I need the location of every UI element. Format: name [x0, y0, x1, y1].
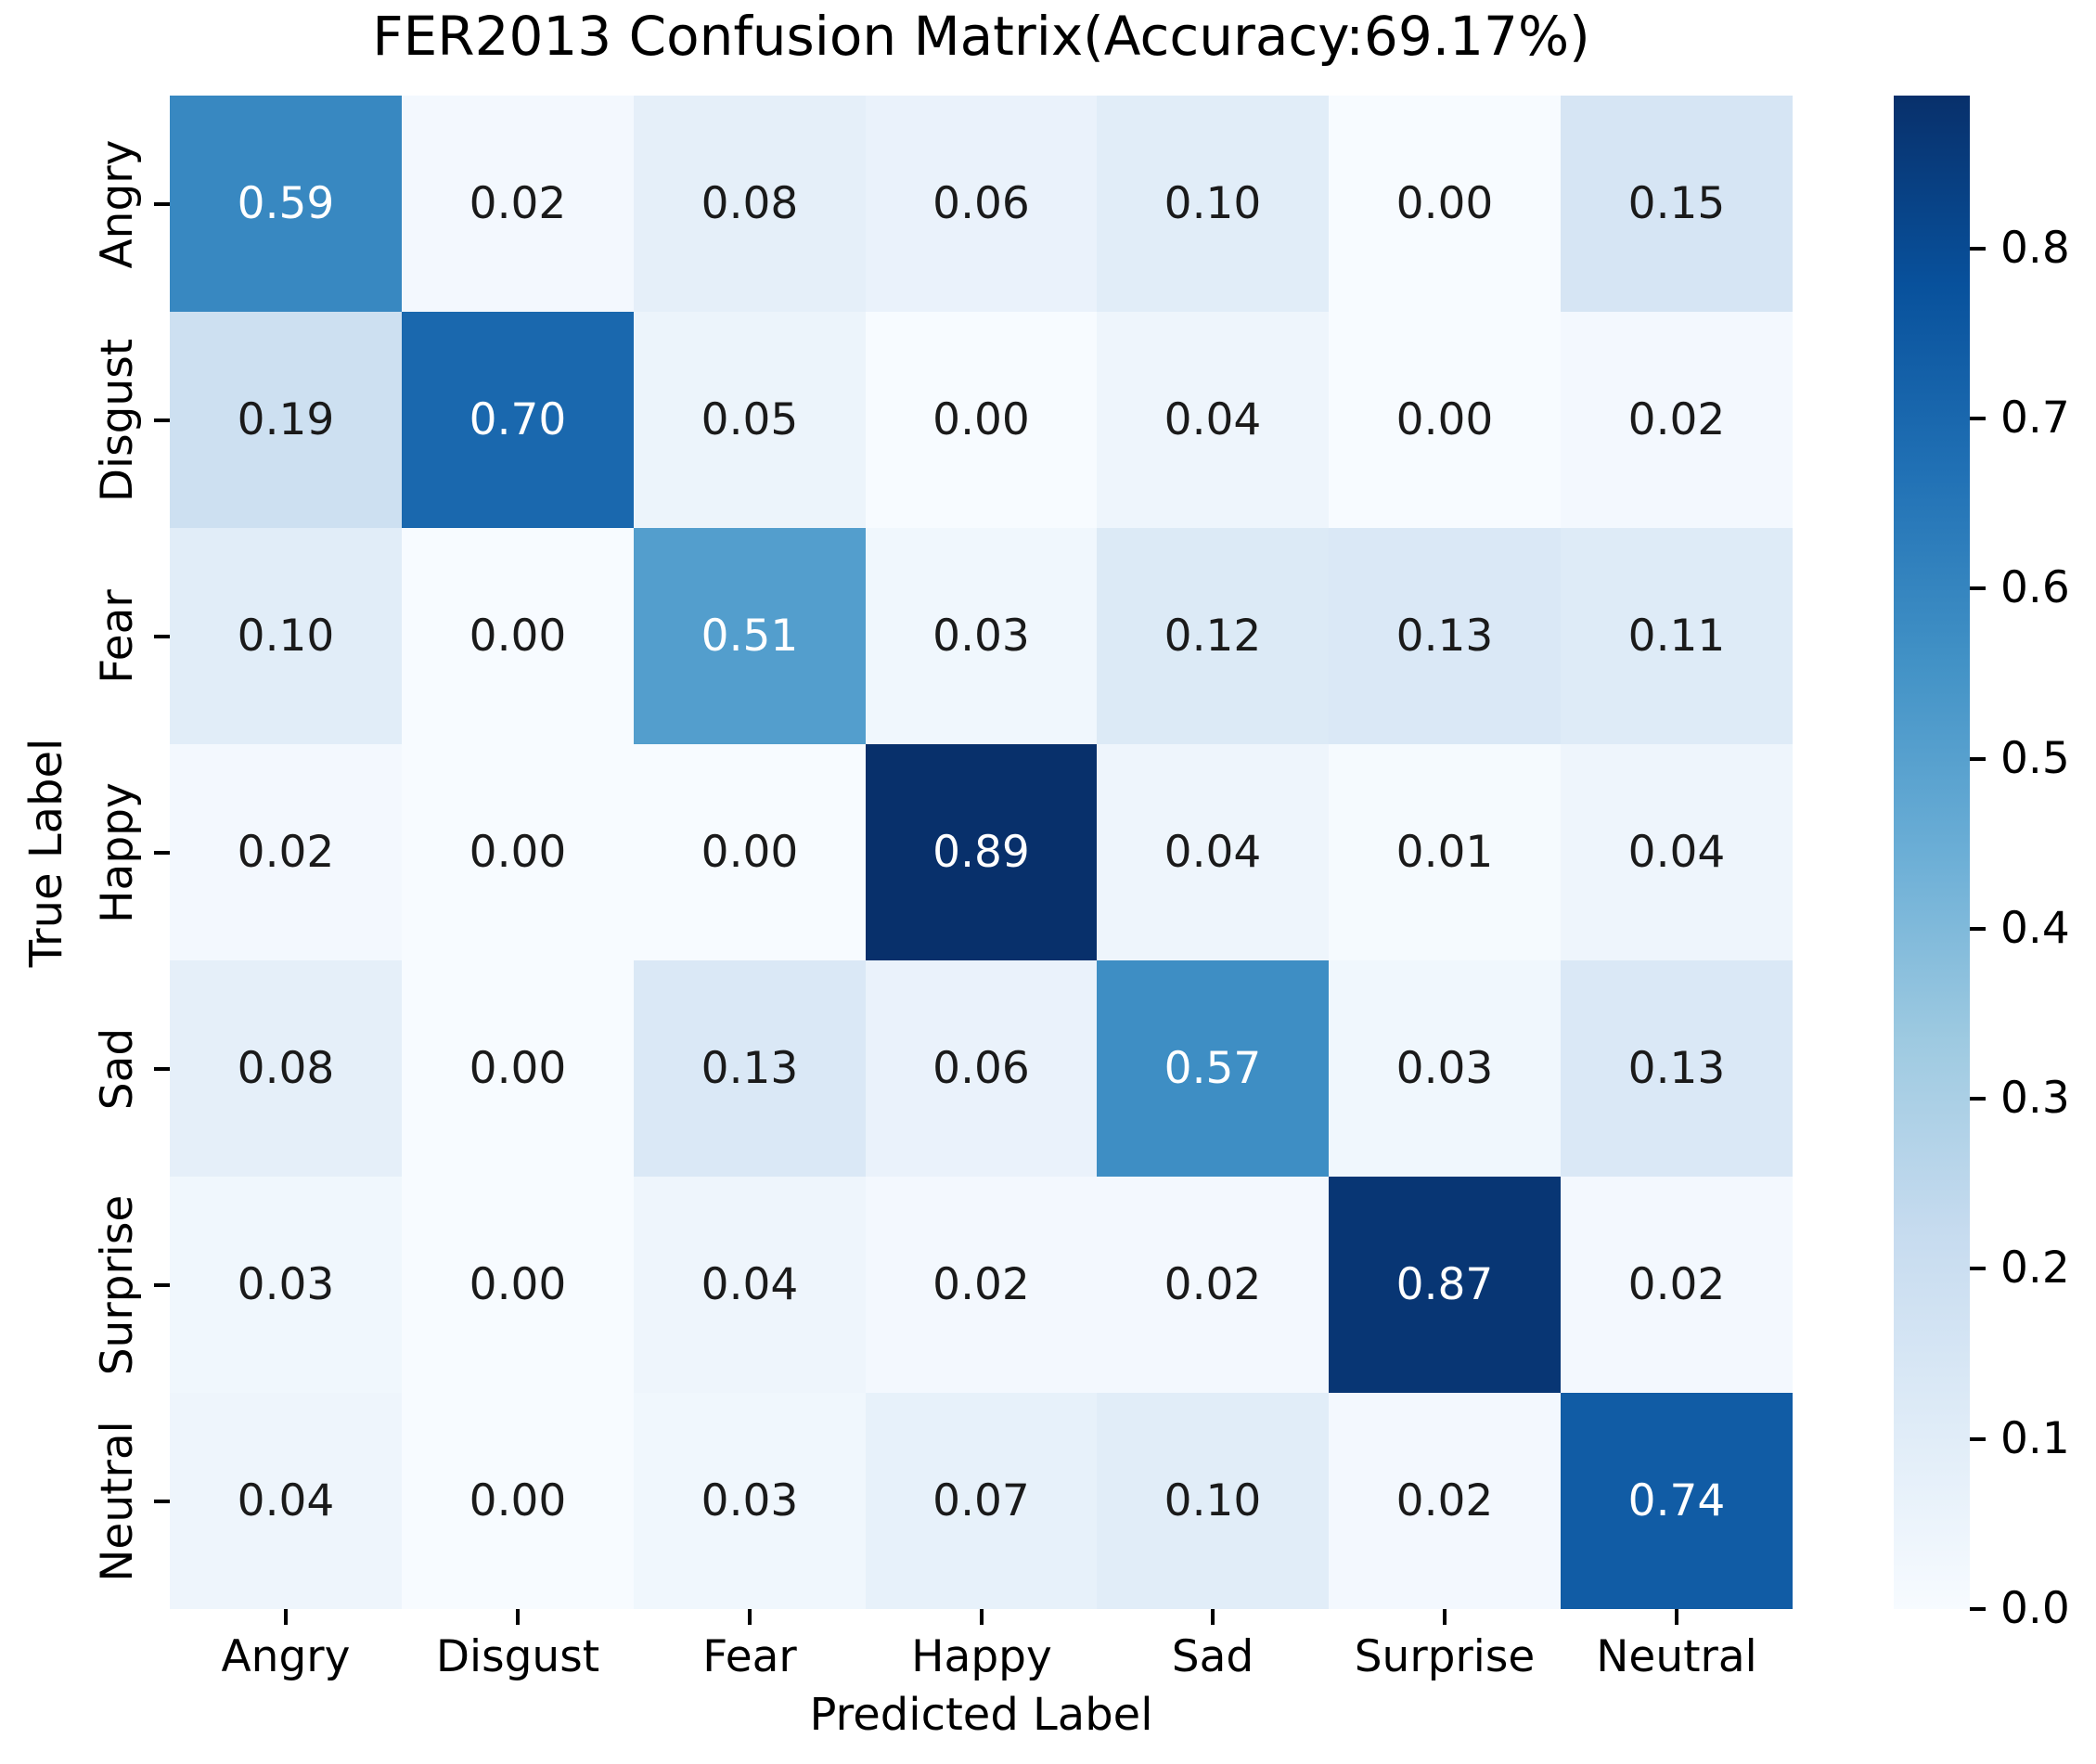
heatmap-cell: 0.00 [1329, 96, 1561, 312]
x-tick-mark [284, 1609, 288, 1625]
x-tick-mark [1675, 1609, 1678, 1625]
heatmap-cell: 0.04 [634, 1177, 866, 1393]
heatmap-cell: 0.06 [866, 96, 1097, 312]
x-tick-mark [980, 1609, 984, 1625]
heatmap-cell: 0.00 [402, 960, 634, 1177]
colorbar-tick-mark [1970, 417, 1986, 420]
heatmap-cell: 0.00 [402, 1177, 634, 1393]
heatmap-cell: 0.00 [402, 1393, 634, 1609]
heatmap-cell: 0.70 [402, 312, 634, 528]
colorbar-tick-mark [1970, 1437, 1986, 1441]
heatmap-cell: 0.04 [1097, 312, 1329, 528]
heatmap-cell: 0.00 [402, 744, 634, 960]
heatmap-cell: 0.03 [866, 528, 1097, 744]
colorbar-tick-mark [1970, 1607, 1986, 1611]
heatmap-cell: 0.13 [1329, 528, 1561, 744]
heatmap-cell: 0.03 [170, 1177, 402, 1393]
heatmap-cell: 0.13 [1561, 960, 1793, 1177]
heatmap-cell: 0.03 [1329, 960, 1561, 1177]
colorbar-tick-label: 0.8 [2000, 223, 2070, 274]
heatmap-cell: 0.00 [1329, 312, 1561, 528]
y-axis-title-text: True Label [20, 738, 72, 968]
heatmap-cell: 0.00 [402, 528, 634, 744]
x-tick-mark [1211, 1609, 1215, 1625]
colorbar-tick-mark [1970, 927, 1986, 931]
heatmap-grid: 0.59 0.02 0.08 0.06 0.10 0.00 0.15 0.19 0.70 0.05… [170, 96, 1793, 1609]
heatmap-cell: 0.10 [1097, 1393, 1329, 1609]
x-tick-mark [516, 1609, 520, 1625]
y-tick-mark [154, 1067, 170, 1071]
y-tick-mark [154, 418, 170, 422]
y-tick-mark [154, 1283, 170, 1287]
colorbar-tick-mark [1970, 1267, 1986, 1270]
colorbar-tick-label: 0.7 [2000, 393, 2070, 444]
heatmap-cell: 0.89 [866, 744, 1097, 960]
x-tick-label: Happy [911, 1631, 1052, 1682]
y-tick-mark [154, 851, 170, 855]
heatmap-cell: 0.57 [1097, 960, 1329, 1177]
y-tick-label: Neutral [91, 1421, 143, 1582]
heatmap-cell: 0.87 [1329, 1177, 1561, 1393]
x-tick-mark [1443, 1609, 1447, 1625]
heatmap-cell: 0.02 [1329, 1393, 1561, 1609]
heatmap-cell: 0.00 [866, 312, 1097, 528]
colorbar-tick-label: 0.0 [2000, 1583, 2070, 1634]
heatmap-cell: 0.04 [1097, 744, 1329, 960]
heatmap-cell: 0.08 [170, 960, 402, 1177]
heatmap-cell: 0.02 [170, 744, 402, 960]
colorbar-tick-mark [1970, 1097, 1986, 1101]
heatmap-cell: 0.06 [866, 960, 1097, 1177]
heatmap-cell: 0.02 [402, 96, 634, 312]
colorbar-tick-mark [1970, 757, 1986, 761]
heatmap-cell: 0.59 [170, 96, 402, 312]
x-axis-title: Predicted Label [809, 1689, 1153, 1741]
heatmap-cell: 0.04 [1561, 744, 1793, 960]
heatmap-cell: 0.03 [634, 1393, 866, 1609]
heatmap-cell: 0.19 [170, 312, 402, 528]
y-tick-mark [154, 202, 170, 206]
chart-title: FER2013 Confusion Matrix(Accuracy:69.17%… [372, 5, 1590, 68]
heatmap-cell: 0.02 [1561, 312, 1793, 528]
x-tick-label: Angry [221, 1631, 351, 1682]
colorbar-tick-mark [1970, 247, 1986, 251]
colorbar [1894, 96, 1970, 1609]
colorbar-tick-label: 0.5 [2000, 733, 2070, 784]
heatmap-cell: 0.10 [1097, 96, 1329, 312]
colorbar-tick-mark [1970, 586, 1986, 590]
heatmap-cell: 0.01 [1329, 744, 1561, 960]
y-tick-mark [154, 635, 170, 638]
x-tick-label: Sad [1171, 1631, 1254, 1682]
heatmap-cell: 0.02 [1561, 1177, 1793, 1393]
x-tick-label: Neutral [1596, 1631, 1757, 1682]
y-tick-mark [154, 1500, 170, 1503]
x-tick-label: Disgust [435, 1631, 600, 1682]
heatmap-cell: 0.15 [1561, 96, 1793, 312]
colorbar-tick-label: 0.6 [2000, 562, 2070, 613]
x-tick-mark [748, 1609, 752, 1625]
heatmap-cell: 0.12 [1097, 528, 1329, 744]
heatmap-cell: 0.13 [634, 960, 866, 1177]
heatmap-cell: 0.08 [634, 96, 866, 312]
heatmap-cell: 0.74 [1561, 1393, 1793, 1609]
colorbar-tick-label: 0.3 [2000, 1073, 2070, 1124]
heatmap-cell: 0.07 [866, 1393, 1097, 1609]
colorbar-tick-label: 0.4 [2000, 903, 2070, 954]
heatmap-cell: 0.02 [866, 1177, 1097, 1393]
x-tick-label: Surprise [1354, 1631, 1536, 1682]
heatmap-cell: 0.11 [1561, 528, 1793, 744]
heatmap-cell: 0.02 [1097, 1177, 1329, 1393]
heatmap-cell: 0.00 [634, 744, 866, 960]
y-axis-title: True Label [19, 658, 73, 1048]
heatmap-cell: 0.51 [634, 528, 866, 744]
heatmap-cell: 0.04 [170, 1393, 402, 1609]
colorbar-tick-label: 0.1 [2000, 1413, 2070, 1464]
x-tick-label: Fear [702, 1631, 797, 1682]
colorbar-tick-label: 0.2 [2000, 1243, 2070, 1294]
heatmap-cell: 0.10 [170, 528, 402, 744]
heatmap-cell: 0.05 [634, 312, 866, 528]
